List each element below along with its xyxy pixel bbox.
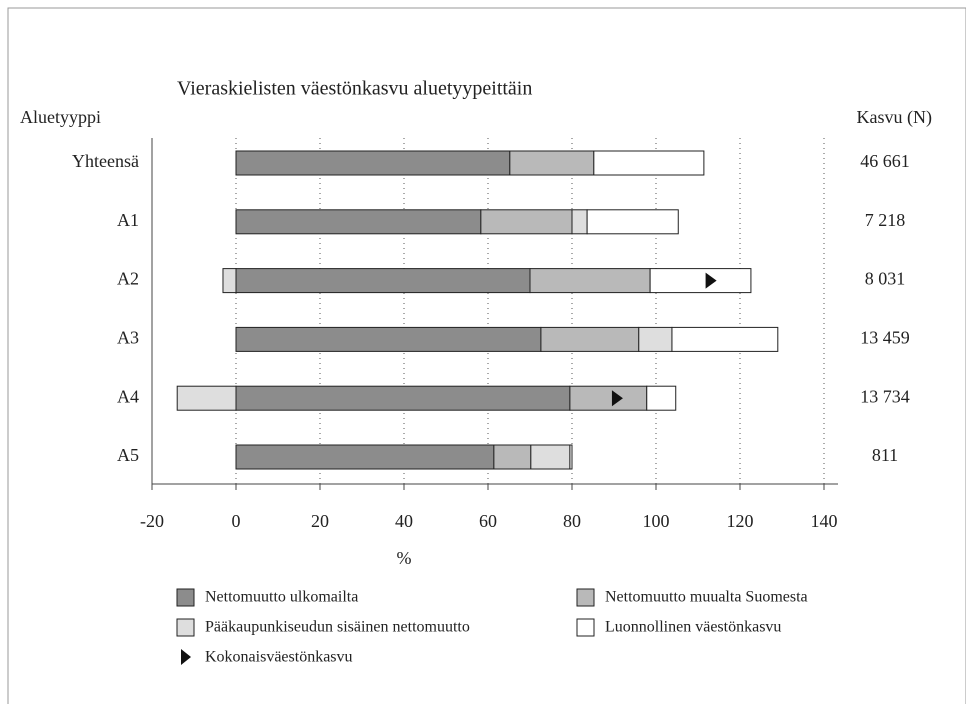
x-tick-label: 0 <box>232 511 241 531</box>
legend-swatch <box>576 618 595 637</box>
x-tick-label: -20 <box>140 511 164 531</box>
right-column-value: 13 734 <box>860 386 910 406</box>
bar-segment <box>571 209 588 235</box>
chart-title: Vieraskielisten väestönkasvu aluetyypeit… <box>177 78 532 100</box>
right-column-value: 7 218 <box>865 210 906 230</box>
bar-segment <box>671 326 779 352</box>
bar-segment <box>509 150 595 176</box>
bar-segment <box>530 444 571 470</box>
legend-swatch <box>176 618 195 637</box>
right-column-value: 8 031 <box>865 269 906 289</box>
bar-segment <box>586 209 679 235</box>
bar-segment <box>569 385 648 411</box>
x-tick-label: 60 <box>479 511 497 531</box>
category-label: Yhteensä <box>72 151 139 171</box>
bar-segment <box>480 209 573 235</box>
legend-label: Pääkaupunkiseudun sisäinen nettomuutto <box>205 619 470 636</box>
bar-segment <box>235 385 571 411</box>
frame <box>7 7 966 704</box>
legend-swatch <box>576 588 595 607</box>
category-label: A5 <box>117 445 139 465</box>
x-tick-label: 100 <box>643 511 670 531</box>
bar-segment <box>235 150 511 176</box>
bar-segment <box>222 268 237 294</box>
x-tick-label: 80 <box>563 511 581 531</box>
total-marker <box>705 272 717 289</box>
right-column-value: 46 661 <box>860 151 910 171</box>
right-column-label: Kasvu (N) <box>857 107 932 128</box>
bar-segment <box>493 444 532 470</box>
legend-marker <box>181 649 191 665</box>
legend-label: Kokonaisväestönkasvu <box>205 649 353 666</box>
bar-segment <box>235 326 542 352</box>
x-tick-label: 140 <box>811 511 838 531</box>
bar-segment <box>529 268 651 294</box>
bar-segment <box>646 385 677 411</box>
x-axis-label: % <box>397 548 412 568</box>
x-tick-label: 120 <box>727 511 754 531</box>
total-marker <box>611 390 623 407</box>
bar-segment <box>235 268 531 294</box>
bar-segment <box>638 326 673 352</box>
bar-segment <box>176 385 237 411</box>
category-label: A1 <box>117 210 139 230</box>
category-label: A3 <box>117 328 139 348</box>
bar-segment <box>593 150 705 176</box>
right-column-value: 811 <box>872 445 898 465</box>
legend-label: Luonnollinen väestönkasvu <box>605 619 781 636</box>
bar-segment <box>649 268 752 294</box>
category-label: A2 <box>117 269 139 289</box>
category-label: A4 <box>117 386 139 406</box>
x-tick-label: 20 <box>311 511 329 531</box>
legend-swatch <box>176 588 195 607</box>
bar-segment <box>540 326 640 352</box>
bar-segment <box>569 444 573 470</box>
legend-label: Nettomuutto ulkomailta <box>205 589 358 606</box>
category-axis-label: Aluetyyppi <box>20 107 101 127</box>
legend-label: Nettomuutto muualta Suomesta <box>605 589 808 606</box>
bar-segment <box>235 209 482 235</box>
bar-segment <box>235 444 495 470</box>
right-column-value: 13 459 <box>860 328 910 348</box>
x-tick-label: 40 <box>395 511 413 531</box>
